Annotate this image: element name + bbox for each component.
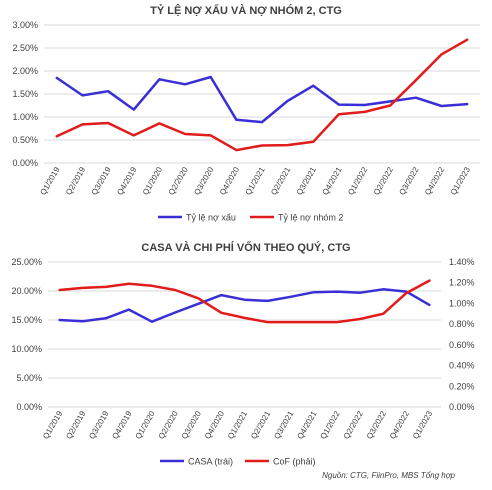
x-tick-label: Q4/2019 [110,409,133,441]
y-tick-label: 1.50% [12,89,38,99]
y-tick-label: 0.00% [12,158,38,168]
legend-label-group2: Tỷ lệ nợ nhóm 2 [278,213,343,223]
x-tick-label: Q1/2021 [226,409,249,441]
y2-tick-label: 0.40% [449,361,475,371]
x-tick-label: Q4/2020 [218,165,241,197]
x-tick-label: Q1/2023 [411,409,434,441]
y2-tick-label: 0.80% [449,319,475,329]
npl-chart: TỶ LỆ NỢ XẤU VÀ NỢ NHÓM 2, CTG 0.00% 0.50… [12,4,480,223]
x-tick-label: Q2/2020 [157,409,180,441]
casa-cof-chart-gridlines [48,262,441,407]
y-tick-label: 2.00% [12,66,38,76]
x-tick-label: Q4/2021 [321,165,344,197]
x-tick-label: Q4/2022 [423,165,446,197]
y2-tick-label: 1.00% [449,298,475,308]
series-line-1 [57,77,467,122]
npl-chart-series [57,40,468,151]
x-tick-label: Q1/2020 [141,165,164,197]
y2-tick-label: 0.20% [449,381,475,391]
y-tick-label: 20.00% [11,286,42,296]
legend-label-npl: Tỷ lệ nợ xấu [186,213,236,223]
x-tick-label: Q3/2021 [295,165,318,197]
legend-label-cof: CoF (phải) [273,457,316,467]
npl-chart-legend: Tỷ lệ nợ xấu Tỷ lệ nợ nhóm 2 [158,213,343,223]
casa-cof-chart-y-axis-left: 0.00% 5.00% 10.00% 15.00% 20.00% 25.00% [11,257,42,412]
x-tick-label: Q1/2021 [244,165,267,197]
casa-cof-chart: CASA VÀ CHI PHÍ VỐN THEO QUÝ, CTG 0.00% 5… [11,240,474,467]
x-tick-label: Q2/2021 [249,409,272,441]
source-note: Nguồn: CTG, FiinPro, MBS Tổng hợp [322,471,455,480]
y-tick-label: 1.00% [12,112,38,122]
x-tick-label: Q3/2020 [192,165,215,197]
x-tick-label: Q2/2021 [269,165,292,197]
x-tick-label: Q3/2020 [180,409,203,441]
x-tick-label: Q4/2022 [388,409,411,441]
y-tick-label: 0.50% [12,135,38,145]
x-tick-label: Q1/2019 [41,409,64,441]
casa-cof-chart-y-axis-right: 0.00% 0.20% 0.40% 0.60% 0.80% 1.00% 1.20% 1.40% [449,257,475,412]
x-tick-label: Q4/2021 [295,409,318,441]
y-tick-label: 5.00% [16,373,42,383]
y2-tick-label: 1.20% [449,278,475,288]
y-tick-label: 25.00% [11,257,42,267]
series-line-2 [57,40,467,150]
y2-tick-label: 1.40% [449,257,475,267]
y-tick-label: 15.00% [11,315,42,325]
npl-chart-y-axis: 0.00% 0.50% 1.00% 1.50% 2.00% 2.50% 3.00% [12,20,38,168]
y-tick-label: 0.00% [16,402,42,412]
x-tick-label: Q3/2021 [272,409,295,441]
y2-tick-label: 0.00% [449,402,475,412]
x-tick-label: Q1/2020 [134,409,157,441]
casa-cof-chart-series [60,281,430,323]
x-tick-label: Q4/2020 [203,409,226,441]
casa-cof-chart-title: CASA VÀ CHI PHÍ VỐN THEO QUÝ, CTG [141,240,350,254]
x-tick-label: Q3/2022 [365,409,388,441]
y-tick-label: 3.00% [12,20,38,30]
legend-label-casa: CASA (trái) [188,457,233,467]
y-tick-label: 2.50% [12,43,38,53]
x-tick-label: Q2/2020 [167,165,190,197]
npl-chart-gridlines [44,25,480,163]
x-tick-label: Q3/2022 [397,165,420,197]
x-tick-label: Q3/2019 [87,409,110,441]
x-tick-label: Q2/2019 [64,165,87,197]
x-tick-label: Q1/2019 [38,165,61,197]
x-tick-label: Q2/2022 [342,409,365,441]
casa-cof-chart-legend: CASA (trái) CoF (phải) [160,457,316,467]
y-tick-label: 10.00% [11,344,42,354]
x-tick-label: Q3/2019 [90,165,113,197]
x-tick-label: Q1/2022 [319,409,342,441]
x-tick-label: Q2/2022 [372,165,395,197]
x-tick-label: Q1/2022 [346,165,369,197]
x-tick-label: Q1/2023 [449,165,472,197]
npl-chart-title: TỶ LỆ NỢ XẤU VÀ NỢ NHÓM 2, CTG [150,4,342,17]
x-tick-label: Q2/2019 [64,409,87,441]
x-tick-label: Q4/2019 [115,165,138,197]
y2-tick-label: 0.60% [449,340,475,350]
